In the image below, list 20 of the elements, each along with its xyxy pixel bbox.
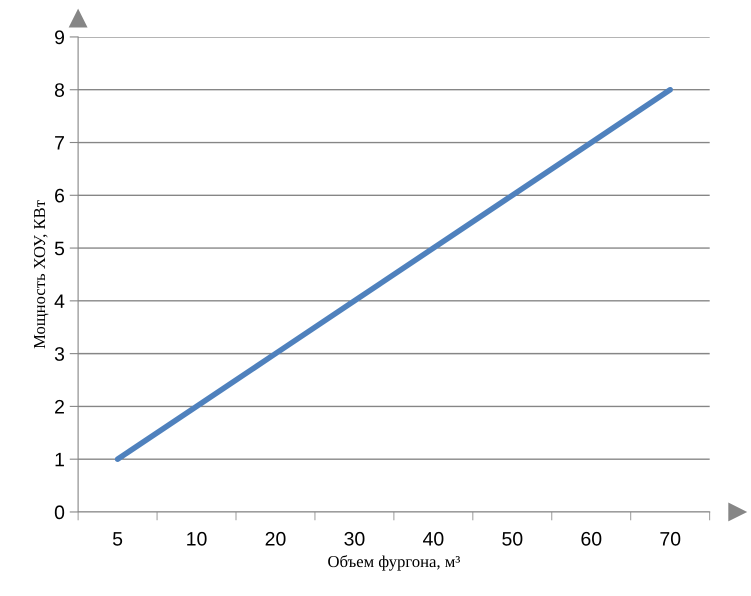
x-tick-label: 40: [423, 532, 444, 546]
y-tick-label: 6: [55, 188, 64, 203]
x-axis-title: Объем фургона, м³: [328, 555, 460, 571]
y-tick-label: 7: [55, 136, 64, 150]
x-tick-label: 60: [581, 532, 602, 546]
y-tick-label: 4: [54, 294, 64, 308]
y-tick-label: 8: [54, 83, 64, 97]
y-tick-label: 1: [56, 452, 64, 466]
y-axis-title: Мощность ХОУ, КВт: [34, 200, 48, 348]
x-tick-label: 5: [112, 532, 122, 546]
x-tick-label: 30: [344, 532, 364, 546]
x-tick-label: 70: [660, 532, 680, 546]
x-tick-label: 50: [502, 532, 522, 546]
y-tick-label: 5: [54, 242, 64, 256]
y-tick-label: 2: [55, 400, 64, 414]
y-tick-label: 3: [54, 347, 64, 361]
y-tick-label: 0: [54, 505, 64, 520]
x-tick-label: 20: [266, 532, 286, 546]
y-tick-label: 9: [55, 30, 64, 44]
x-tick-label: 10: [187, 532, 207, 546]
